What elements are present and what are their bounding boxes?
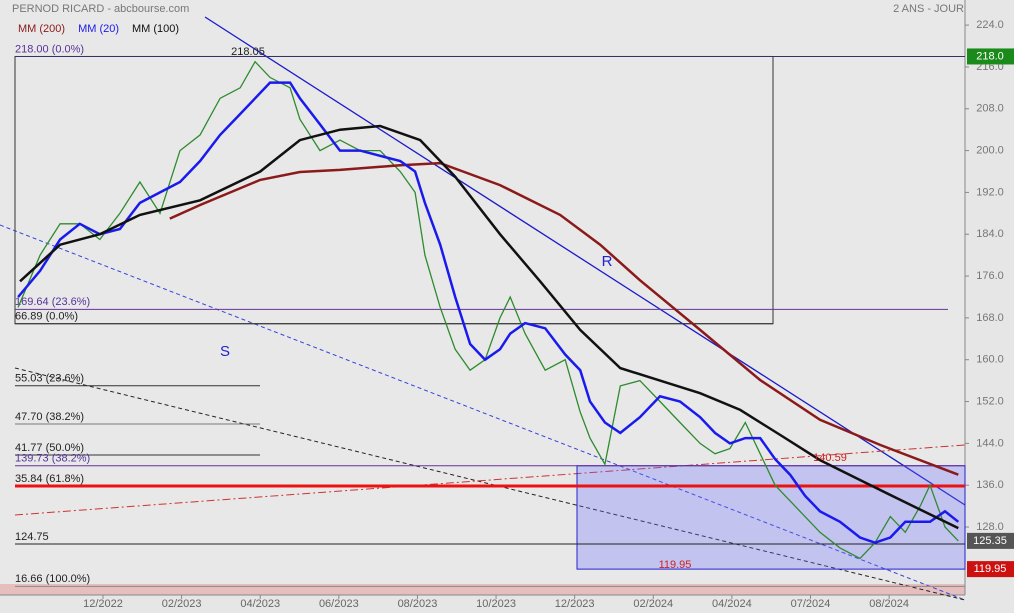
trendline-dashed: [14, 367, 966, 601]
legend-entry: MM (20): [78, 23, 119, 35]
y-tick-label: 176.0: [976, 270, 1004, 282]
moving-average: [169, 161, 959, 476]
annotation: 119.95: [659, 559, 692, 571]
x-tick-label: 07/2024: [791, 598, 831, 610]
bottom-band: [0, 584, 965, 595]
chart-title: PERNOD RICARD - abcbourse.com: [12, 3, 189, 15]
fib-box-blue: [576, 465, 966, 570]
x-tick-label: 02/2024: [633, 598, 673, 610]
annotation: 218.05: [231, 46, 265, 58]
level-label: 218.00 (0.0%): [15, 43, 84, 55]
trendline-r: [204, 16, 966, 506]
price-tag-label: 125.35: [973, 535, 1007, 547]
y-tick-label: 208.0: [976, 103, 1004, 115]
annotation: S: [220, 343, 230, 360]
y-tick-label: 152.0: [976, 395, 1004, 407]
legend-entry: MM (100): [132, 23, 179, 35]
y-tick-label: 160.0: [976, 354, 1004, 366]
level-label: 124.75: [15, 531, 49, 543]
x-tick-label: 06/2023: [319, 598, 359, 610]
annotation: R: [602, 253, 613, 270]
price-tag: [967, 561, 1014, 578]
level-label: 35.84 (61.8%): [15, 473, 84, 485]
x-tick-label: 08/2024: [869, 598, 909, 610]
trendline-red: [14, 444, 966, 516]
price-line: [17, 60, 959, 560]
level-label: 169.64 (23.6%): [15, 296, 90, 308]
x-tick-label: 12/2023: [555, 598, 595, 610]
y-tick-label: 168.0: [976, 312, 1004, 324]
x-tick-label: 10/2023: [476, 598, 516, 610]
level-label: 41.77 (50.0%): [15, 442, 84, 454]
y-tick-label: 184.0: [976, 228, 1004, 240]
price-tag: [967, 532, 1014, 549]
y-tick-label: 144.0: [976, 437, 1004, 449]
moving-average: [17, 81, 960, 545]
y-tick-label: 192.0: [976, 186, 1004, 198]
y-tick-label: 136.0: [976, 479, 1004, 491]
x-tick-label: 02/2023: [162, 598, 202, 610]
y-tick-label: 224.0: [976, 19, 1004, 31]
price-tag-label: 119.95: [974, 563, 1007, 575]
y-tick-label: 128.0: [976, 521, 1004, 533]
moving-average: [19, 124, 959, 530]
period: 2 ANS - JOUR: [893, 3, 964, 15]
x-tick-label: 04/2023: [240, 598, 280, 610]
level-label: 55.03 (23.6%): [15, 373, 84, 385]
level-label: 66.89 (0.0%): [15, 311, 78, 323]
x-tick-label: 04/2024: [712, 598, 752, 610]
trendline-s: [0, 224, 966, 601]
x-tick-label: 08/2023: [398, 598, 438, 610]
price-tag: [967, 48, 1014, 65]
legend-entry: MM (200): [18, 23, 65, 35]
level-label: 47.70 (38.2%): [15, 411, 84, 423]
level-label: 139.73 (38.2%): [15, 453, 90, 465]
x-tick-label: 12/2022: [83, 598, 123, 610]
y-tick-label: 200.0: [976, 144, 1004, 156]
price-tag-label: 218.0: [976, 50, 1004, 62]
annotation: 140.59: [813, 452, 847, 464]
level-label: 16.66 (100.0%): [15, 573, 90, 585]
